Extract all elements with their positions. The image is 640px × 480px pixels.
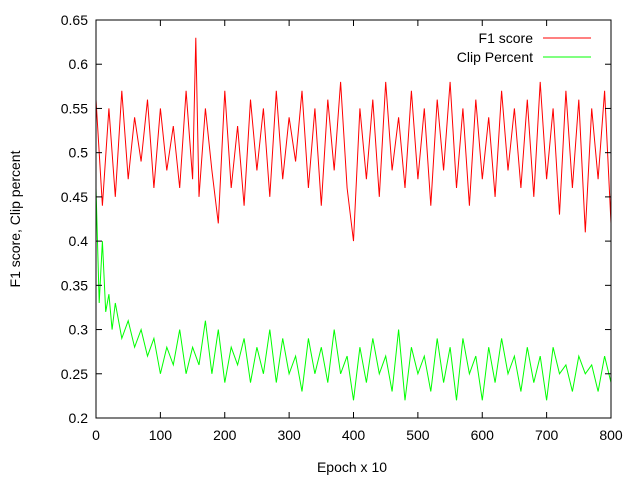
x-tick-label: 300: [277, 427, 301, 443]
y-tick-label: 0.45: [61, 189, 88, 205]
x-tick-label: 700: [535, 427, 559, 443]
plot-lines: [95, 37, 612, 401]
x-tick-label: 0: [92, 427, 100, 443]
plot-frame: [95, 19, 612, 419]
y-tick-label: 0.35: [61, 277, 88, 293]
x-axis-ticks: 0 100 200 300 400 500 600 700 800: [92, 20, 623, 443]
y-tick-label: 0.5: [69, 145, 89, 161]
x-tick-label: 600: [471, 427, 495, 443]
legend-label: Clip Percent: [457, 49, 533, 65]
y-axis-ticks: 0.2 0.25 0.3 0.35 0.4 0.45 0.5 0.55 0.6 0.65: [61, 12, 611, 426]
y-tick-label: 0.2: [69, 410, 89, 426]
x-tick-label: 200: [213, 427, 237, 443]
x-tick-label: 800: [599, 427, 623, 443]
y-axis-label: F1 score, Clip percent: [7, 150, 23, 287]
y-tick-label: 0.25: [61, 366, 88, 382]
x-tick-label: 400: [342, 427, 366, 443]
legend: F1 score Clip Percent: [457, 30, 591, 65]
y-tick-label: 0.4: [69, 233, 89, 249]
x-tick-label: 100: [149, 427, 173, 443]
x-tick-label: 500: [406, 427, 430, 443]
legend-label: F1 score: [479, 30, 534, 46]
x-axis-label: Epoch x 10: [317, 459, 387, 475]
y-tick-label: 0.65: [61, 12, 88, 28]
y-tick-label: 0.3: [69, 322, 89, 338]
series-line-clip-percent: [95, 187, 612, 401]
y-tick-label: 0.6: [69, 56, 89, 72]
series-line-f1-score: [95, 37, 612, 242]
y-tick-label: 0.55: [61, 100, 88, 116]
